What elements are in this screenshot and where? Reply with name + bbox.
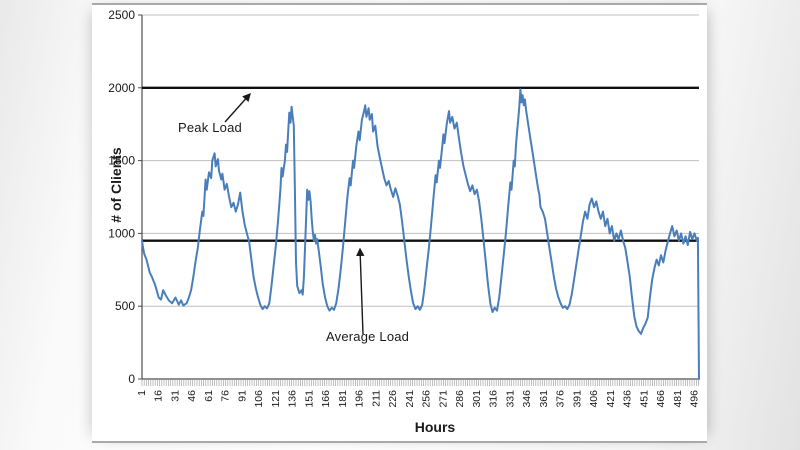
svg-text:331: 331 [504, 390, 516, 408]
svg-text:421: 421 [605, 390, 617, 408]
svg-text:181: 181 [337, 390, 349, 408]
clients-load-line-chart: 0 500 1000 1500 2000 2500 1 16 31 46 61 76 91 106 121 1… [108, 8, 701, 408]
svg-text:226: 226 [387, 390, 399, 408]
svg-text:286: 286 [454, 390, 466, 408]
svg-text:16: 16 [153, 390, 165, 402]
svg-text:1000: 1000 [108, 226, 135, 240]
chart-panel: 0 500 1000 1500 2000 2500 1 16 31 46 61 76 91 106 121 1… [92, 3, 707, 443]
svg-text:241: 241 [404, 390, 416, 408]
svg-text:31: 31 [169, 390, 181, 402]
svg-text:61: 61 [203, 390, 215, 402]
svg-text:301: 301 [471, 390, 483, 408]
svg-text:0: 0 [128, 372, 135, 386]
svg-text:256: 256 [421, 390, 433, 408]
svg-text:106: 106 [253, 390, 265, 408]
svg-text:271: 271 [437, 390, 449, 408]
y-axis-title: # of Clients [108, 147, 124, 223]
x-axis-title: Hours [414, 419, 456, 435]
svg-text:91: 91 [236, 390, 248, 402]
svg-text:121: 121 [270, 390, 282, 408]
svg-text:466: 466 [655, 390, 667, 408]
svg-text:376: 376 [555, 390, 567, 408]
svg-text:196: 196 [354, 390, 366, 408]
svg-text:1500: 1500 [108, 154, 135, 168]
svg-text:406: 406 [588, 390, 600, 408]
svg-text:481: 481 [672, 390, 684, 408]
svg-text:436: 436 [622, 390, 634, 408]
svg-text:151: 151 [303, 390, 315, 408]
svg-text:391: 391 [571, 390, 583, 408]
svg-text:166: 166 [320, 390, 332, 408]
svg-text:211: 211 [370, 390, 382, 407]
svg-text:361: 361 [538, 390, 550, 408]
svg-text:1: 1 [136, 390, 148, 396]
peak-load-annotation: Peak Load [178, 120, 242, 135]
svg-text:346: 346 [521, 390, 533, 408]
svg-text:2500: 2500 [108, 8, 135, 22]
svg-text:46: 46 [186, 390, 198, 402]
svg-text:2000: 2000 [108, 81, 135, 95]
svg-text:500: 500 [115, 299, 135, 313]
svg-text:136: 136 [287, 390, 299, 408]
svg-text:496: 496 [689, 390, 701, 408]
average-load-annotation: Average Load [326, 329, 410, 344]
svg-text:316: 316 [488, 390, 500, 408]
svg-text:451: 451 [638, 390, 650, 408]
svg-text:76: 76 [220, 390, 232, 402]
